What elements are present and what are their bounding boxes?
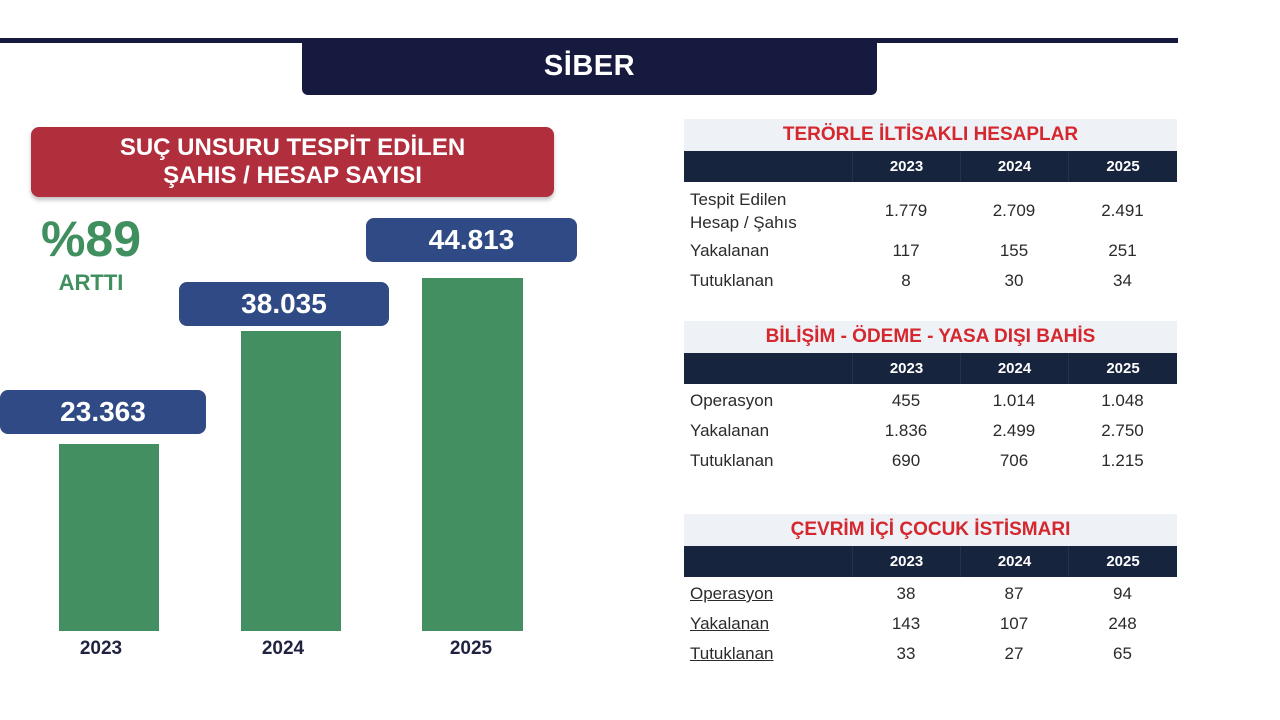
- header-cell: [684, 151, 852, 182]
- header-cell: [684, 353, 852, 384]
- table-title: ÇEVRİM İÇİ ÇOCUK İSTİSMARI: [684, 514, 1177, 546]
- table-header-row: 2023 2024 2025: [684, 546, 1177, 577]
- cell-value: 2.750: [1101, 421, 1144, 440]
- cell-value: 143: [891, 614, 921, 633]
- row-label: Tutuklanan: [690, 271, 774, 290]
- page-title: SİBER: [302, 38, 877, 95]
- table-header-row: 2023 2024 2025: [684, 353, 1177, 384]
- row-label: Yakalanan: [690, 421, 770, 440]
- cell-value: 1.779: [884, 201, 928, 220]
- increase-label: ARTTI: [58, 270, 124, 295]
- bar-2024: [241, 331, 341, 631]
- table-row: Operasyon 455 1.014 1.048: [684, 386, 1177, 416]
- cell-value: 706: [999, 451, 1029, 470]
- cell-value: 8: [901, 271, 911, 290]
- chart-title-line2: ŞAHIS / HESAP SAYISI: [163, 162, 422, 189]
- header-cell: 2024: [960, 546, 1068, 577]
- row-label: Tutuklanan: [690, 644, 774, 663]
- cell-value: 34: [1113, 271, 1132, 290]
- cell-value: 2.709: [992, 201, 1036, 220]
- table-title: BİLİŞİM - ÖDEME - YASA DIŞI BAHİS: [684, 321, 1177, 353]
- table-title: TERÖRLE İLTİSAKLI HESAPLAR: [684, 119, 1177, 151]
- bar-2023: [59, 444, 159, 631]
- cell-value: 38: [896, 584, 916, 603]
- cell-value: 2.499: [992, 421, 1036, 440]
- header-cell: 2025: [1068, 151, 1177, 182]
- row-label-line1: Tespit Edilen: [690, 190, 787, 209]
- cell-value: 1.014: [992, 391, 1036, 410]
- row-label: Operasyon: [690, 584, 774, 603]
- row-label-line2: Hesap / Şahıs: [690, 213, 797, 232]
- table-row: Yakalanan 117 155 251: [684, 236, 1177, 266]
- x-axis-label-2025: 2025: [449, 638, 493, 659]
- row-label: Tespit Edilen Hesap / Şahıs: [684, 186, 852, 236]
- cell-value: 107: [999, 614, 1029, 633]
- header-cell: 2024: [960, 353, 1068, 384]
- x-axis-label-2024: 2024: [261, 638, 305, 659]
- table-row: Tespit Edilen Hesap / Şahıs 1.779 2.709 …: [684, 182, 1177, 236]
- table-row: Tutuklanan 8 30 34: [684, 266, 1177, 296]
- cell-value: 251: [1108, 241, 1137, 260]
- cell-value: 27: [1004, 644, 1024, 663]
- table-online-child-abuse: ÇEVRİM İÇİ ÇOCUK İSTİSMARI 2023 2024 202…: [684, 514, 1177, 669]
- bar-2025: [422, 278, 523, 631]
- cell-value: 94: [1113, 584, 1132, 603]
- cell-value: 30: [1004, 271, 1024, 290]
- row-label: Yakalanan: [690, 241, 770, 260]
- table-terror-linked-accounts: TERÖRLE İLTİSAKLI HESAPLAR 2023 2024 202…: [684, 119, 1177, 296]
- bar-value-label-2025: 44.813: [366, 218, 577, 262]
- table-it-payment-illegal-betting: BİLİŞİM - ÖDEME - YASA DIŞI BAHİS 2023 2…: [684, 321, 1177, 476]
- row-label: Tutuklanan: [690, 451, 774, 470]
- header-cell: 2023: [852, 151, 960, 182]
- table-header-row: 2023 2024 2025: [684, 151, 1177, 182]
- cell-value: 690: [891, 451, 921, 470]
- chart-title-line1: SUÇ UNSURU TESPİT EDİLEN: [119, 134, 466, 161]
- table-row: Operasyon 38 87 94: [684, 579, 1177, 609]
- cell-value: 87: [1004, 584, 1024, 603]
- table-row: Yakalanan 143 107 248: [684, 609, 1177, 639]
- increase-percent: %89: [40, 211, 142, 267]
- header-cell: 2023: [852, 353, 960, 384]
- table-row: Tutuklanan 690 706 1.215: [684, 446, 1177, 476]
- cell-value: 33: [896, 644, 916, 663]
- cell-value: 2.491: [1101, 201, 1144, 220]
- cell-value: 1.836: [884, 421, 928, 440]
- cell-value: 1.048: [1101, 391, 1144, 410]
- cell-value: 1.215: [1101, 451, 1144, 470]
- header-cell: [684, 546, 852, 577]
- cell-value: 155: [999, 241, 1029, 260]
- cell-value: 455: [891, 391, 921, 410]
- cell-value: 65: [1113, 644, 1132, 663]
- cell-value: 117: [892, 241, 920, 260]
- row-label: Yakalanan: [690, 614, 770, 633]
- cell-value: 248: [1108, 614, 1137, 633]
- row-label: Operasyon: [690, 391, 774, 410]
- header-cell: 2023: [852, 546, 960, 577]
- chart-title-banner: SUÇ UNSURU TESPİT EDİLEN ŞAHIS / HESAP S…: [31, 127, 554, 197]
- header-cell: 2024: [960, 151, 1068, 182]
- table-row: Tutuklanan 33 27 65: [684, 639, 1177, 669]
- x-axis-label-2023: 2023: [79, 638, 123, 659]
- header-cell: 2025: [1068, 546, 1177, 577]
- bar-value-label-2024: 38.035: [179, 282, 389, 326]
- table-row: Yakalanan 1.836 2.499 2.750: [684, 416, 1177, 446]
- bar-value-label-2023: 23.363: [0, 390, 206, 434]
- header-cell: 2025: [1068, 353, 1177, 384]
